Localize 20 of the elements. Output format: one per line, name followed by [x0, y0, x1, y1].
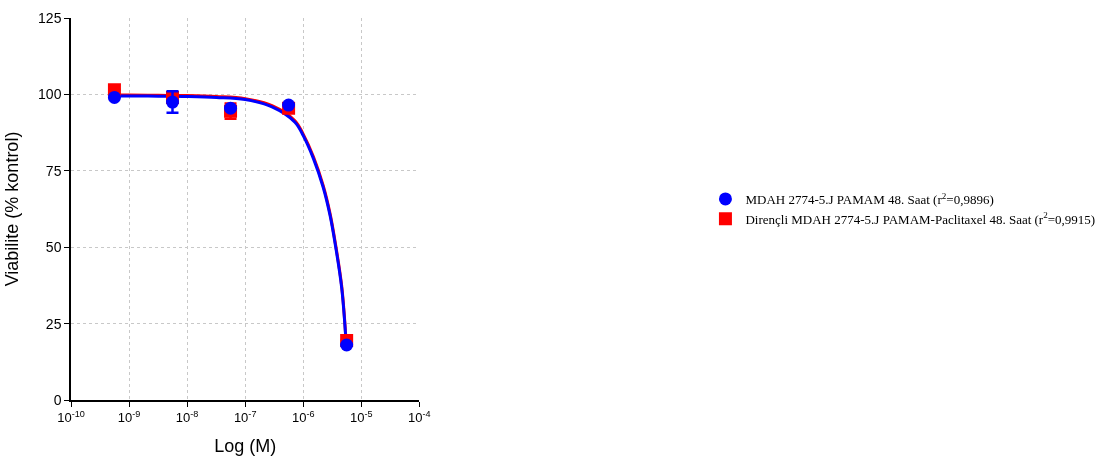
- legend-label: MDAH 2774-5.J PAMAM 48. Saat (r$^{2}$=0,9896): [745, 190, 994, 208]
- y-tick-label: 75: [45, 162, 62, 179]
- y-tick-label: 0: [53, 391, 62, 408]
- point: [166, 95, 179, 109]
- y-tick-label: 100: [38, 86, 62, 103]
- y-tick-label: 25: [45, 315, 62, 332]
- x-tick-label: 10$^{-10}$: [57, 408, 85, 426]
- legend-label: Dirençli MDAH 2774-5.J PAMAM-Paclitaxel 48. Saat (r$^{2}$=0,9915): [745, 210, 1096, 227]
- x-axis-title: Log (M): [214, 435, 277, 456]
- y-tick-label: 125: [38, 9, 62, 26]
- x-tick-label: 10$^{-6}$: [291, 408, 315, 426]
- y-tick-label: 50: [45, 239, 62, 256]
- x-tick-label: 10$^{-7}$: [233, 408, 257, 426]
- point: [340, 338, 354, 352]
- x-tick-label: 10$^{-8}$: [175, 408, 199, 426]
- y-axis-title: Viabilite (% kontrol): [1, 131, 22, 287]
- x-tick-label: 10$^{-4}$: [408, 408, 431, 426]
- x-tick-label: 10$^{-9}$: [117, 408, 141, 426]
- point: [107, 90, 121, 104]
- x-tick-label: 10$^{-5}$: [349, 408, 373, 426]
